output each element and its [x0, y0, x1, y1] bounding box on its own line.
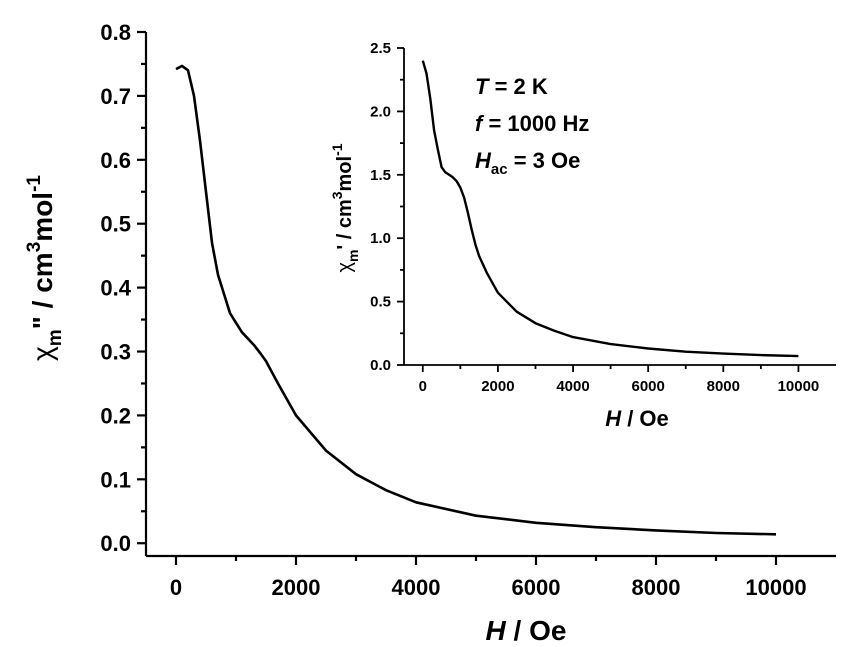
- main-x-tick-label: 4000: [392, 575, 441, 600]
- inset-x-tick-label: 8000: [707, 378, 740, 395]
- inset-x-tick-label: 6000: [631, 378, 664, 395]
- main-y-tick-label: 0.5: [100, 212, 131, 237]
- main-y-tick-label: 0.7: [100, 84, 131, 109]
- main-y-tick-label: 0.0: [100, 531, 131, 556]
- inset-y-tick-label: 0.5: [370, 294, 391, 311]
- inset-x-tick-label: 2000: [481, 378, 514, 395]
- main-x-tick-label: 10000: [745, 575, 806, 600]
- inset-y-tick-label: 2.5: [370, 40, 391, 57]
- main-x-tick-label: 0: [170, 575, 182, 600]
- annotation-field: Hac = 3 Oe: [475, 148, 580, 178]
- main-series-line: [175, 64, 777, 536]
- main-x-tick-label: 2000: [272, 575, 321, 600]
- main-plot: 0 2000 4000 6000 8000 10000 0.0 0.1 0.2 0.3 0.4 0.5…: [100, 20, 836, 600]
- main-y-axis-title: χm" / cm3mol-1: [24, 175, 66, 361]
- main-y-tick-label: 0.8: [100, 20, 131, 45]
- main-x-axis-title: H / Oe: [486, 615, 567, 646]
- main-y-tick-label: 0.1: [100, 467, 131, 492]
- main-y-tick-label: 0.4: [100, 276, 131, 301]
- inset-y-tick-label: 1.0: [370, 230, 391, 247]
- inset-x-tick-label: 10000: [778, 378, 820, 395]
- main-x-tick-label: 8000: [632, 575, 681, 600]
- inset-plot: 0 2000 4000 6000 8000 10000 0.0 0.5 1.0 1.5 2.0 2.5: [370, 40, 836, 395]
- inset-x-tick-label: 4000: [556, 378, 589, 395]
- main-y-tick-label: 0.3: [100, 340, 131, 365]
- annotation-frequency: f = 1000 Hz: [475, 111, 589, 136]
- main-y-tick-label: 0.6: [100, 148, 131, 173]
- inset-x-axis-title: H / Oe: [605, 406, 669, 431]
- annotation-temperature: T = 2 K: [475, 74, 548, 99]
- inset-x-tick-label: 0: [419, 378, 427, 395]
- inset-y-axis-title: χm' / cm3mol-1: [329, 143, 361, 272]
- main-y-tick-label: 0.2: [100, 403, 131, 428]
- main-x-tick-label: 6000: [512, 575, 561, 600]
- inset-y-tick-label: 2.0: [370, 103, 391, 120]
- inset-y-tick-label: 0.0: [370, 357, 391, 374]
- inset-series-line: [421, 60, 799, 358]
- inset-y-tick-label: 1.5: [370, 167, 391, 184]
